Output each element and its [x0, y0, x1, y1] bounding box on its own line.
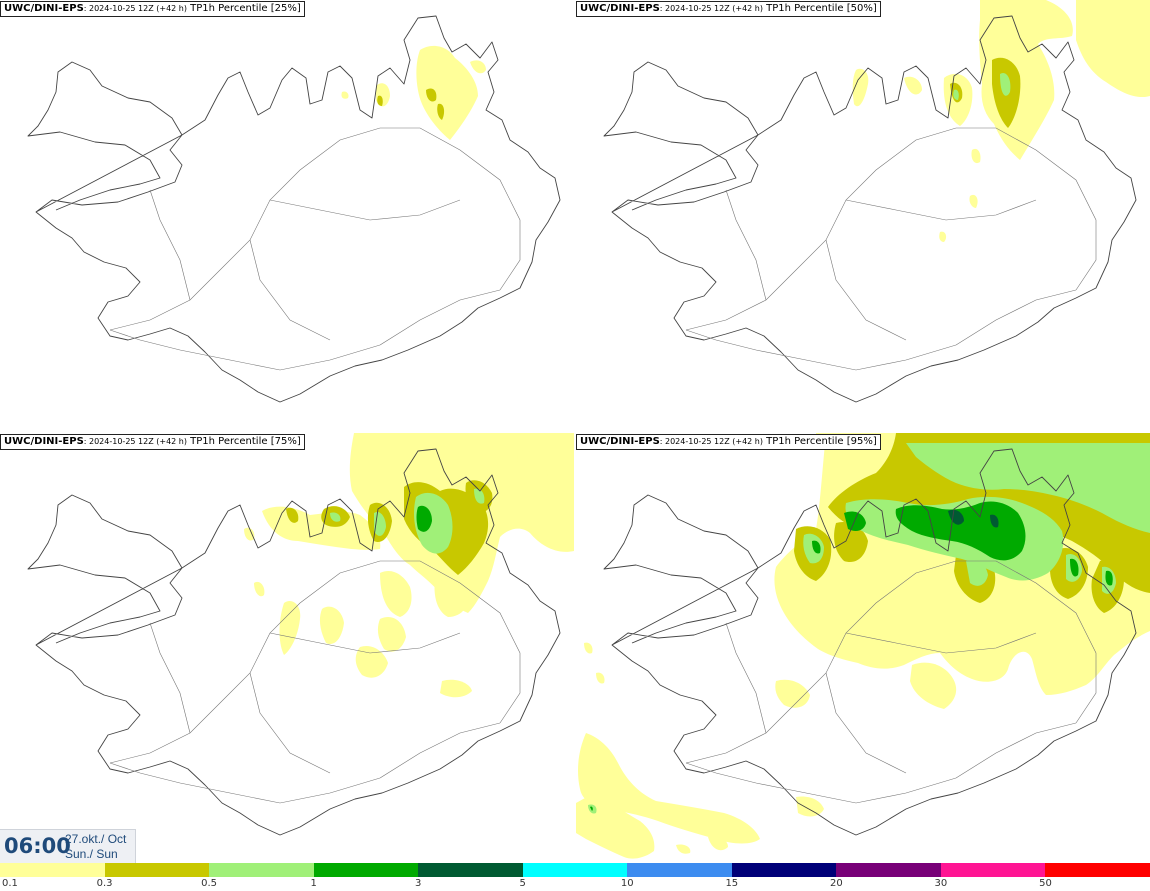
- map-panel-p25: UWC/DINI-EPS: 2024-10-25 12Z (+42 h) TP1…: [0, 0, 574, 431]
- product-label: TP1h Percentile [50%]: [762, 3, 877, 14]
- legend-swatch: [104, 863, 210, 877]
- map-p75: [27, 433, 574, 836]
- iceland-outline: [603, 15, 1137, 403]
- model-name: UWC/DINI-EPS: [4, 436, 84, 447]
- legend-label: 0.3: [96, 878, 113, 889]
- map-p50: [603, 0, 1150, 403]
- precip-p75: [244, 433, 574, 698]
- road-network: [109, 127, 521, 371]
- legend-label: 50: [1039, 878, 1052, 889]
- legend-label: 1: [310, 878, 317, 889]
- valid-time-box: 06:00 27.okt./ Oct Sun./ Sun: [0, 829, 136, 863]
- legend-label: 30: [934, 878, 948, 889]
- road-network: [109, 560, 521, 804]
- panel-title: UWC/DINI-EPS: 2024-10-25 12Z (+42 h) TP1…: [576, 1, 881, 17]
- precip-p25: [341, 45, 486, 141]
- precip-p95: [576, 433, 1150, 859]
- panel-title: UWC/DINI-EPS: 2024-10-25 12Z (+42 h) TP1…: [576, 434, 881, 450]
- map-panel-p50: UWC/DINI-EPS: 2024-10-25 12Z (+42 h) TP1…: [576, 0, 1150, 431]
- map-p95: [576, 433, 1150, 859]
- iceland-outline: [603, 448, 1137, 836]
- run-info: : 2024-10-25 12Z (+42 h): [83, 437, 187, 446]
- legend-swatch: [0, 863, 105, 877]
- panel-title: UWC/DINI-EPS: 2024-10-25 12Z (+42 h) TP1…: [0, 1, 305, 17]
- run-info: : 2024-10-25 12Z (+42 h): [659, 437, 763, 446]
- legend-label: 0.5: [201, 878, 218, 889]
- legend-swatch: [418, 863, 523, 877]
- legend-swatch: [522, 863, 628, 877]
- valid-date: 27.okt./ Oct: [65, 832, 127, 846]
- legend-swatch: [836, 863, 941, 877]
- product-label: TP1h Percentile [95%]: [762, 436, 877, 447]
- legend-label: 20: [829, 878, 843, 889]
- legend-swatch: [627, 863, 732, 877]
- map-panel-p75: UWC/DINI-EPS: 2024-10-25 12Z (+42 h) TP1…: [0, 433, 574, 864]
- legend-label: 10: [620, 878, 634, 889]
- iceland-outline: [27, 448, 561, 836]
- legend-swatch: [731, 863, 837, 877]
- road-network: [685, 560, 1097, 804]
- legend-swatches: [0, 863, 1150, 877]
- model-name: UWC/DINI-EPS: [580, 436, 660, 447]
- precip-legend: 0.1 0.3 0.5 1 3 5 10 15 20 30 50: [0, 863, 1150, 891]
- precip-p50: [852, 0, 1150, 242]
- product-label: TP1h Percentile [25%]: [186, 3, 301, 14]
- legend-swatch: [313, 863, 419, 877]
- model-name: UWC/DINI-EPS: [4, 3, 84, 14]
- product-label: TP1h Percentile [75%]: [186, 436, 301, 447]
- legend-swatch: [940, 863, 1046, 877]
- run-info: : 2024-10-25 12Z (+42 h): [83, 4, 187, 13]
- legend-label: 15: [725, 878, 739, 889]
- run-info: : 2024-10-25 12Z (+42 h): [659, 4, 763, 13]
- valid-clock: 06:00: [4, 834, 71, 858]
- map-p25: [27, 15, 561, 403]
- legend-label: 3: [414, 878, 422, 889]
- legend-swatch: [209, 863, 314, 877]
- legend-swatch: [1045, 863, 1150, 877]
- model-name: UWC/DINI-EPS: [580, 3, 660, 14]
- valid-day: Sun./ Sun: [65, 847, 118, 861]
- iceland-outline: [27, 15, 561, 403]
- road-network: [685, 127, 1097, 371]
- panel-title: UWC/DINI-EPS: 2024-10-25 12Z (+42 h) TP1…: [0, 434, 305, 450]
- map-panel-p95: UWC/DINI-EPS: 2024-10-25 12Z (+42 h) TP1…: [576, 433, 1150, 864]
- legend-label: 5: [519, 878, 526, 889]
- legend-label: 0.1: [2, 878, 18, 889]
